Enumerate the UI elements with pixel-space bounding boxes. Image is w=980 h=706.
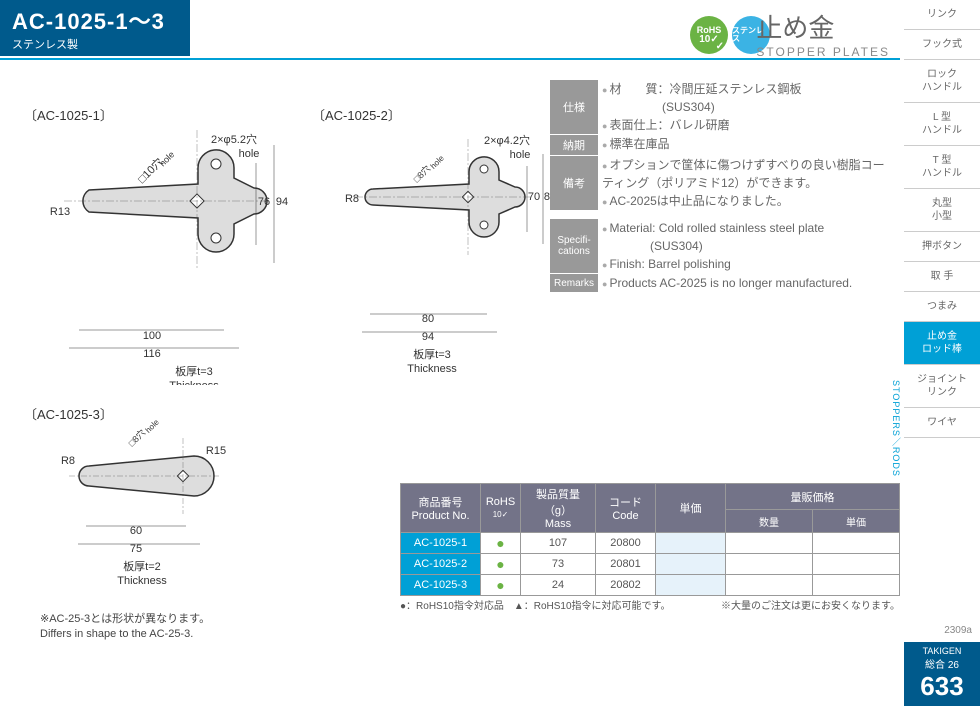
sidebar-item[interactable]: ロック ハンドル: [904, 60, 980, 103]
svg-text:Thickness: Thickness: [117, 575, 167, 587]
sidebar-item[interactable]: 丸型 小型: [904, 189, 980, 232]
footnote: ※AC-25-3とは形状が異なります。 Differs in shape to …: [40, 612, 210, 643]
svg-text:hole: hole: [144, 417, 161, 434]
spec-box-jp: 仕様 材 質：冷間圧延ステンレス鋼板 (SUS304)表面仕上：バレル研磨 納期…: [550, 80, 890, 293]
svg-text:板厚t=3: 板厚t=3: [413, 347, 451, 361]
product-table: 商品番号Product No. RoHS10✓ 製品質量（g）Mass コードC…: [400, 483, 900, 596]
sidebar-item[interactable]: T 型 ハンドル: [904, 146, 980, 189]
sidebar-item[interactable]: 押ボタン: [904, 232, 980, 262]
rohs-badge: RoHS10✓: [690, 16, 728, 54]
sidebar-item[interactable]: ワイヤ: [904, 408, 980, 438]
svg-text:75: 75: [130, 543, 142, 555]
svg-text:R8: R8: [61, 455, 75, 467]
material-label: ステンレス製: [12, 36, 178, 52]
svg-text:R8: R8: [345, 193, 359, 205]
table-body: AC-1025-1●10720800AC-1025-2●7320801AC-10…: [401, 533, 900, 596]
sidebar-item[interactable]: 止め金 ロッド棒: [904, 322, 980, 365]
svg-text:80: 80: [422, 313, 434, 325]
svg-text:60: 60: [130, 525, 142, 537]
svg-text:2×φ4.2穴: 2×φ4.2穴: [484, 133, 530, 147]
svg-text:116: 116: [143, 348, 161, 360]
diagram-2: 2×φ4.2穴 hole □8穴 hole R8 70 86 80 94 板厚t…: [312, 112, 572, 382]
svg-text:R15: R15: [206, 445, 226, 457]
sidebar-item[interactable]: L 型 ハンドル: [904, 103, 980, 146]
svg-text:R13: R13: [50, 206, 70, 218]
svg-text:2×φ5.2穴: 2×φ5.2穴: [211, 132, 257, 146]
svg-text:Thickness: Thickness: [169, 380, 219, 385]
svg-text:hole: hole: [429, 153, 446, 170]
svg-text:板厚t=2: 板厚t=2: [123, 559, 161, 573]
svg-text:Thickness: Thickness: [407, 363, 457, 375]
svg-text:hole: hole: [157, 149, 176, 168]
page-number: TAKIGEN 総合 26 633: [904, 642, 980, 706]
diagram-3: □8穴 hole R8 R15 60 75 板厚t=2 Thickness: [24, 404, 264, 604]
sidebar-items: リンクフック式ロック ハンドルL 型 ハンドルT 型 ハンドル丸型 小型押ボタン…: [904, 0, 980, 438]
sidebar-item[interactable]: フック式: [904, 30, 980, 60]
svg-text:hole: hole: [510, 149, 531, 161]
sidebar-item[interactable]: リンク: [904, 0, 980, 30]
svg-text:70: 70: [528, 191, 540, 203]
svg-text:100: 100: [143, 330, 161, 342]
sidebar-item[interactable]: 取 手: [904, 262, 980, 292]
header-bar: AC-1025-1～3 ステンレス製: [0, 0, 190, 56]
svg-text:94: 94: [422, 331, 434, 343]
diagram-1: 2×φ5.2穴 hole □10穴 hole R13 76 94 100 116…: [24, 105, 304, 385]
product-number: AC-1025-1～3: [12, 4, 178, 36]
table-notes: ●：RoHS10指令対応品 ▲：RoHS10指令に対応可能です。 ※大量のご注文…: [400, 595, 900, 612]
svg-text:hole: hole: [239, 148, 260, 160]
svg-text:76: 76: [258, 196, 270, 208]
sidebar: STOPPERS／RODS リンクフック式ロック ハンドルL 型 ハンドルT 型…: [904, 0, 980, 706]
sidebar-item[interactable]: ジョイント リンク: [904, 365, 980, 408]
svg-text:94: 94: [276, 196, 288, 208]
page-title: 止め金 STOPPER PLATES: [756, 8, 890, 59]
sidebar-item[interactable]: つまみ: [904, 292, 980, 322]
svg-text:板厚t=3: 板厚t=3: [175, 364, 213, 378]
